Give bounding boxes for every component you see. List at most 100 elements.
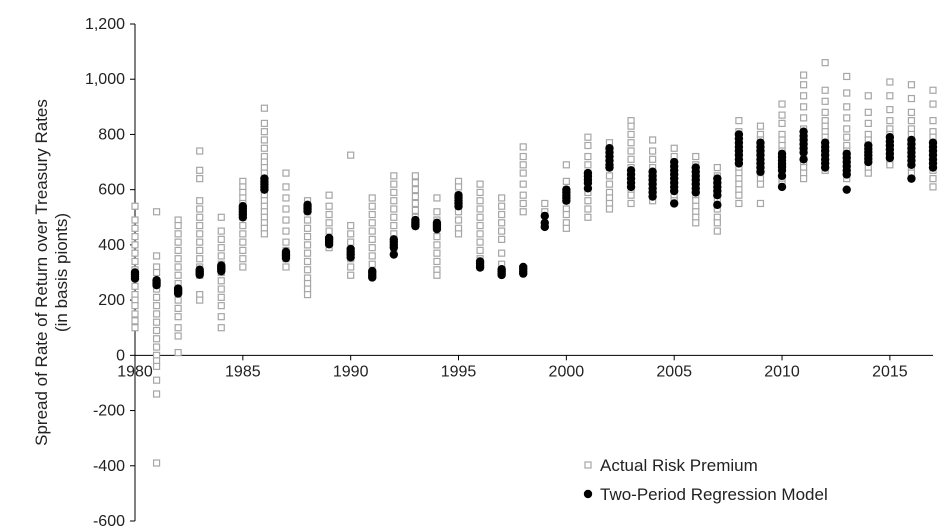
data-point-actual: [282, 263, 290, 271]
y-axis-title-line: (in basis pionts): [52, 213, 71, 332]
data-point-model: [756, 167, 765, 176]
data-point-actual: [131, 282, 139, 290]
data-point-actual: [390, 197, 398, 205]
x-tick-label: 2000: [549, 363, 585, 380]
data-point-actual: [886, 117, 894, 125]
data-point-actual: [368, 235, 376, 243]
data-point-actual: [325, 227, 333, 235]
data-point-actual: [174, 271, 182, 279]
data-point-model: [583, 184, 593, 193]
data-point-model: [454, 202, 463, 211]
data-point-model: [324, 240, 334, 249]
legend-marker-actual: [584, 461, 592, 469]
data-point-actual: [627, 122, 635, 130]
data-point-actual: [627, 130, 635, 139]
data-point-actual: [260, 104, 269, 112]
data-point-actual: [584, 152, 592, 161]
data-point-actual: [131, 302, 139, 310]
data-point-actual: [519, 169, 527, 177]
data-point-actual: [929, 183, 937, 191]
data-point-actual: [217, 302, 225, 310]
data-point-actual: [929, 100, 937, 108]
data-point-actual: [131, 233, 139, 241]
data-point-actual: [627, 191, 635, 199]
data-point-actual: [498, 249, 506, 257]
data-point-actual: [217, 252, 225, 260]
data-point-actual: [347, 238, 355, 246]
data-point-model: [152, 281, 161, 290]
data-point-actual: [368, 194, 376, 202]
data-point-actual: [649, 155, 657, 163]
data-point-model: [928, 163, 938, 172]
data-point-actual: [196, 238, 204, 246]
data-point-actual: [239, 263, 247, 271]
data-point-actual: [519, 191, 527, 199]
data-point-actual: [476, 213, 484, 221]
data-point-model: [669, 199, 679, 208]
data-point-actual: [131, 249, 139, 257]
data-point-actual: [282, 205, 290, 213]
data-point-actual: [735, 199, 743, 208]
y-tick-label: 800: [98, 126, 125, 143]
data-point-actual: [713, 227, 721, 235]
data-point-actual: [843, 114, 851, 122]
data-point-actual: [713, 163, 721, 172]
data-point-model: [497, 270, 506, 280]
data-point-model: [799, 148, 808, 157]
data-point-actual: [196, 197, 204, 205]
data-point-model: [303, 207, 312, 216]
data-point-actual: [390, 205, 398, 213]
x-tick-label: 1990: [333, 363, 369, 380]
data-point-actual: [217, 324, 225, 332]
data-point-actual: [196, 255, 204, 263]
data-point-actual: [217, 227, 225, 235]
data-point-actual: [347, 151, 355, 159]
data-point-actual: [713, 219, 721, 227]
data-point-actual: [498, 235, 506, 243]
data-point-model: [475, 263, 485, 272]
data-point-actual: [196, 205, 204, 213]
data-point-actual: [303, 257, 312, 266]
data-point-actual: [239, 246, 247, 255]
data-point-actual: [282, 183, 290, 191]
data-point-actual: [303, 216, 312, 224]
data-point-actual: [584, 161, 592, 169]
data-point-actual: [821, 97, 829, 105]
data-point-actual: [584, 205, 592, 213]
data-point-actual: [476, 230, 484, 238]
data-point-actual: [821, 59, 829, 67]
data-point-actual: [605, 205, 614, 213]
data-point-actual: [239, 255, 247, 263]
data-point-actual: [584, 133, 592, 141]
data-point-model: [626, 182, 636, 192]
data-point-actual: [799, 175, 808, 183]
data-point-actual: [929, 86, 937, 94]
data-point-model: [389, 250, 399, 259]
y-tick-label: -200: [93, 403, 125, 420]
data-point-model: [281, 253, 291, 263]
data-point-actual: [196, 213, 204, 221]
data-point-actual: [347, 263, 355, 271]
data-point-actual: [907, 117, 916, 125]
data-point-actual: [929, 175, 937, 183]
data-point-actual: [756, 199, 765, 208]
y-tick-label: 200: [98, 292, 125, 309]
data-point-model: [885, 153, 895, 163]
data-point-model: [368, 273, 377, 282]
data-point-actual: [498, 219, 506, 227]
data-point-actual: [174, 332, 182, 340]
data-point-actual: [433, 249, 441, 257]
data-point-actual: [843, 72, 851, 81]
data-point-actual: [843, 125, 851, 133]
data-point-actual: [174, 263, 182, 271]
data-point-actual: [778, 100, 786, 108]
data-point-actual: [519, 161, 527, 169]
data-point-actual: [390, 213, 398, 221]
data-point-model: [820, 163, 830, 172]
data-point-actual: [519, 180, 527, 188]
data-point-actual: [562, 224, 570, 232]
data-point-actual: [886, 161, 894, 169]
data-point-actual: [649, 136, 657, 144]
data-point-actual: [368, 210, 376, 219]
data-point-actual: [411, 172, 419, 180]
